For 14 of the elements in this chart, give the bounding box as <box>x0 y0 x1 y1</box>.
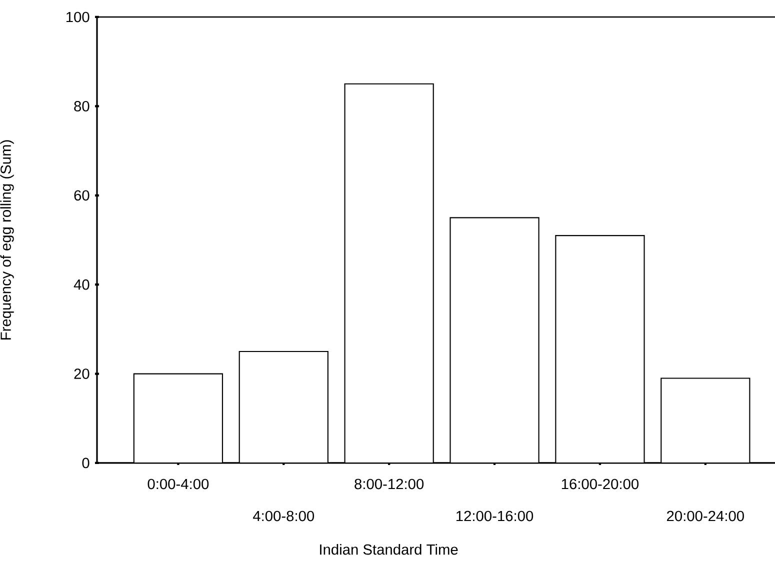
x-tick-label: 8:00-12:00 <box>354 478 424 490</box>
x-tick-label: 12:00-16:00 <box>456 510 534 522</box>
x-tick-label: 4:00-8:00 <box>252 510 314 522</box>
y-axis-title: Frequency of egg rolling (Sum) <box>0 140 14 340</box>
y-tick-label: 60 <box>74 190 90 201</box>
y-tick-label: 40 <box>74 279 90 290</box>
x-axis-title: Indian Standard Time <box>320 544 458 555</box>
x-tick-label: 16:00-20:00 <box>562 478 639 490</box>
x-tick-label: 20:00-24:00 <box>667 510 744 522</box>
y-tick-label: 100 <box>66 12 90 22</box>
y-tick-label: 20 <box>74 368 90 379</box>
y-tick-label: 80 <box>74 101 90 112</box>
y-tick-label: 0 <box>82 458 90 468</box>
x-tick-label: 0:00-4:00 <box>148 478 209 490</box>
